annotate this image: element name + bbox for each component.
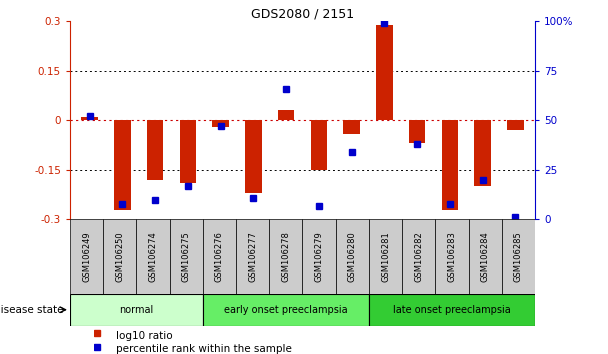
Bar <box>203 219 236 294</box>
Text: GSM106275: GSM106275 <box>182 231 191 282</box>
Bar <box>469 219 502 294</box>
Bar <box>302 219 336 294</box>
Bar <box>402 219 435 294</box>
Bar <box>369 219 402 294</box>
Text: normal: normal <box>119 305 153 315</box>
Bar <box>236 219 269 294</box>
Bar <box>369 294 535 326</box>
Bar <box>103 219 136 294</box>
Bar <box>311 120 327 170</box>
Text: log10 ratio: log10 ratio <box>116 331 172 341</box>
Title: GDS2080 / 2151: GDS2080 / 2151 <box>251 7 354 20</box>
Bar <box>507 120 523 130</box>
Text: GSM106274: GSM106274 <box>148 231 157 282</box>
Bar <box>474 120 491 187</box>
Bar <box>278 110 294 120</box>
Text: early onset preeclampsia: early onset preeclampsia <box>224 305 348 315</box>
Text: GSM106283: GSM106283 <box>447 231 457 282</box>
Bar <box>245 120 261 193</box>
Bar <box>70 294 203 326</box>
Bar <box>70 219 103 294</box>
Bar <box>344 120 360 133</box>
Bar <box>179 120 196 183</box>
Text: GSM106249: GSM106249 <box>82 231 91 282</box>
Bar <box>435 219 469 294</box>
Text: GSM106277: GSM106277 <box>248 231 257 282</box>
Text: GSM106285: GSM106285 <box>514 231 523 282</box>
Bar <box>81 117 98 120</box>
Bar <box>409 120 426 143</box>
Text: disease state: disease state <box>0 305 64 315</box>
Text: GSM106279: GSM106279 <box>314 231 323 282</box>
Text: late onset preeclampsia: late onset preeclampsia <box>393 305 511 315</box>
Bar <box>376 24 393 120</box>
Text: GSM106284: GSM106284 <box>481 231 489 282</box>
Bar <box>336 219 369 294</box>
Text: GSM106276: GSM106276 <box>215 231 224 282</box>
Text: GSM106278: GSM106278 <box>282 231 291 282</box>
Bar <box>203 294 369 326</box>
Bar <box>170 219 203 294</box>
Bar <box>269 219 302 294</box>
Text: GSM106281: GSM106281 <box>381 231 390 282</box>
Text: GSM106280: GSM106280 <box>348 231 357 282</box>
Bar <box>147 120 164 180</box>
Text: percentile rank within the sample: percentile rank within the sample <box>116 344 291 354</box>
Bar <box>441 120 458 210</box>
Bar <box>114 120 131 210</box>
Bar <box>212 120 229 127</box>
Bar <box>136 219 170 294</box>
Text: GSM106282: GSM106282 <box>414 231 423 282</box>
Bar <box>502 219 535 294</box>
Text: GSM106250: GSM106250 <box>116 231 124 282</box>
